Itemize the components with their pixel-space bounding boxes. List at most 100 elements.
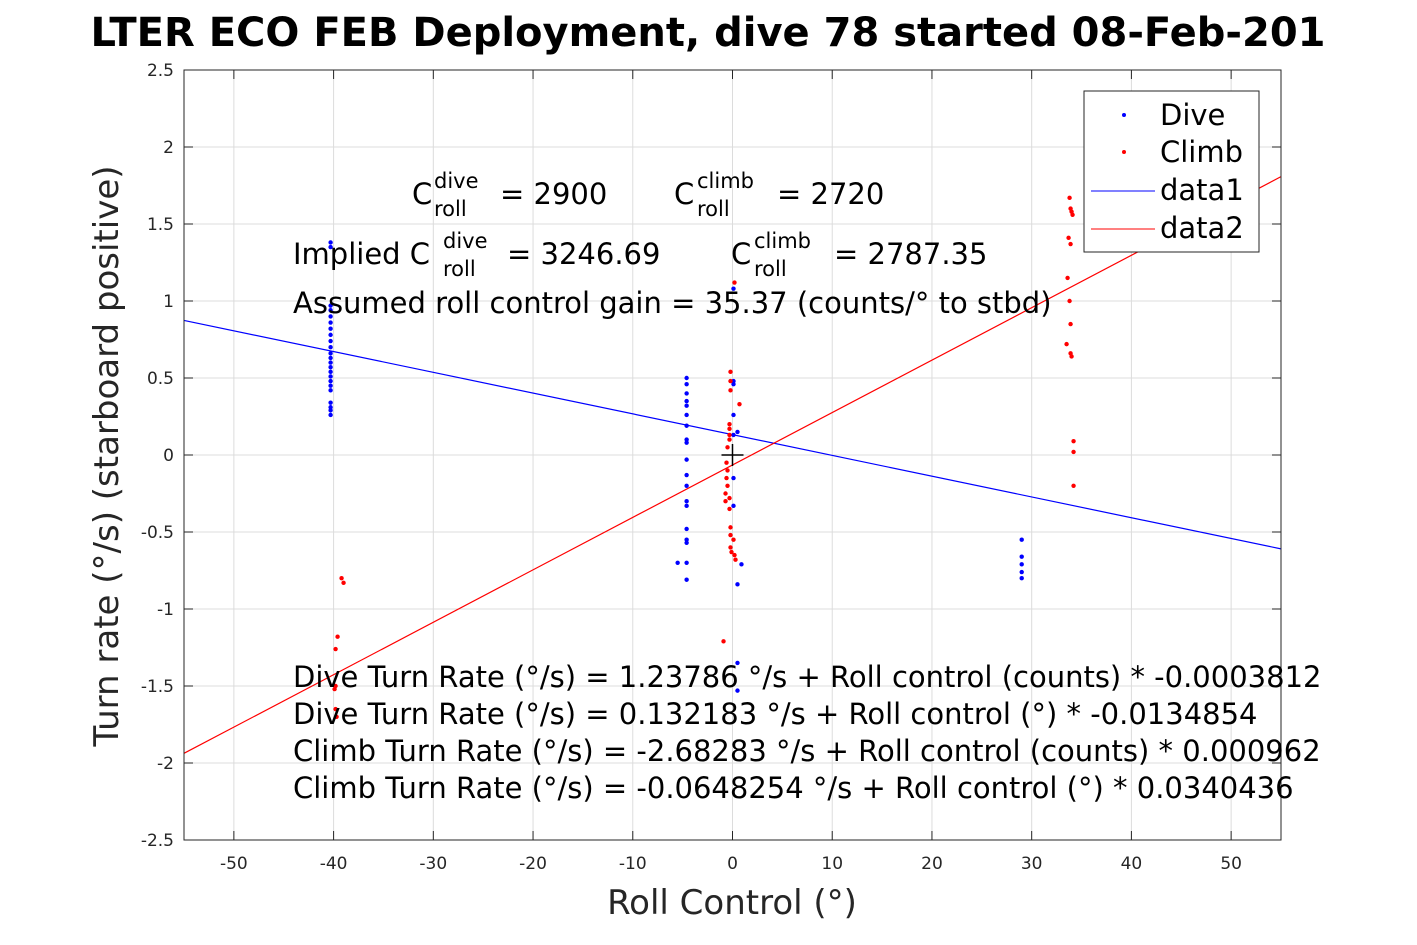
point-dive	[328, 383, 333, 388]
point-dive	[1019, 554, 1024, 559]
point-dive	[684, 472, 689, 478]
legend: Dive Climb data1 data2	[1083, 90, 1260, 253]
equations: Dive Turn Rate (°/s) = 1.23786 °/s + Rol…	[293, 660, 1321, 805]
point-dive	[731, 412, 736, 418]
point-climb	[1071, 438, 1076, 444]
point-climb	[1066, 235, 1071, 241]
point-dive	[731, 432, 736, 438]
x-tick-label: 20	[921, 854, 943, 874]
point-climb	[1069, 354, 1074, 359]
x-tick-label: 40	[1121, 854, 1143, 874]
implied-climb-sub: roll	[754, 257, 787, 281]
point-climb	[721, 639, 726, 644]
point-dive	[731, 503, 736, 509]
point-dive	[684, 403, 689, 408]
point-climb	[737, 401, 742, 407]
point-climb	[1070, 212, 1075, 217]
point-climb	[728, 378, 733, 384]
point-dive	[328, 351, 333, 356]
point-climb	[732, 280, 737, 285]
point-dive	[328, 378, 333, 384]
point-dive	[684, 483, 689, 488]
point-dive	[1019, 562, 1024, 567]
point-climb	[724, 460, 729, 465]
point-dive	[684, 398, 689, 404]
point-dive	[328, 408, 333, 413]
implied-climb-sup: climb	[754, 229, 811, 253]
point-dive	[328, 365, 333, 370]
point-dive	[328, 388, 333, 393]
axis-ticks: -50 -40 -30 -20 -10 0 10 20 30 40 50-2.5-2-1.5-1-0…	[141, 61, 1281, 874]
equation-line: Climb Turn Rate (°/s) = -2.68283 °/s + R…	[293, 734, 1321, 768]
x-tick-label: -40	[320, 854, 348, 874]
legend-data2-label: data2	[1160, 211, 1244, 245]
y-tick-label: -2.5	[141, 831, 174, 851]
point-climb	[727, 495, 732, 501]
equation-line: Dive Turn Rate (°/s) = 1.23786 °/s + Rol…	[293, 660, 1321, 694]
y-tick-label: 1	[163, 292, 174, 312]
point-climb	[1067, 298, 1072, 304]
point-dive	[684, 423, 689, 428]
point-dive	[731, 475, 736, 481]
point-climb	[727, 422, 732, 427]
point-dive	[684, 540, 689, 545]
point-dive	[684, 577, 689, 582]
c-roll-annotation: C dive roll = 2900 C climb roll = 2720	[412, 169, 884, 221]
point-dive	[735, 660, 740, 666]
point-climb	[333, 646, 338, 652]
point-dive	[328, 345, 333, 350]
point-dive	[328, 338, 333, 344]
y-tick-label: 1.5	[147, 215, 174, 235]
scatter-points	[328, 195, 1076, 719]
c-roll-climb-sub: roll	[697, 197, 730, 221]
point-dive	[731, 381, 736, 387]
y-tick-label: 2	[163, 138, 174, 158]
point-dive	[328, 412, 333, 418]
legend-dive-label: Dive	[1160, 98, 1225, 132]
point-climb	[727, 426, 732, 432]
c-roll-dive-sup: dive	[434, 169, 479, 193]
point-dive	[328, 326, 333, 331]
point-climb	[728, 532, 733, 538]
x-axis-label: Roll Control (°)	[607, 883, 857, 923]
point-climb	[728, 525, 733, 530]
point-climb	[725, 445, 730, 450]
point-dive	[684, 412, 689, 418]
point-dive	[675, 560, 680, 565]
point-dive	[735, 582, 740, 587]
point-climb	[728, 369, 733, 375]
point-dive	[328, 303, 333, 308]
c-roll-dive-sub: roll	[434, 197, 467, 221]
point-climb	[1065, 275, 1070, 281]
point-dive	[731, 286, 736, 291]
y-tick-label: 0.5	[147, 369, 174, 389]
point-climb	[339, 576, 344, 581]
point-dive	[684, 391, 689, 396]
legend-climb-swatch	[1122, 150, 1126, 154]
point-climb	[732, 552, 737, 558]
point-climb	[723, 491, 728, 496]
point-dive	[684, 437, 689, 442]
legend-dive-swatch	[1122, 113, 1126, 117]
point-dive	[684, 537, 689, 542]
y-tick-label: -1.5	[141, 677, 174, 697]
point-dive	[684, 560, 689, 565]
x-tick-label: 0	[727, 854, 738, 874]
point-climb	[727, 432, 732, 438]
equation-line: Climb Turn Rate (°/s) = -0.0648254 °/s +…	[293, 771, 1294, 805]
implied-dive-sub: roll	[443, 257, 476, 281]
point-dive	[328, 308, 333, 313]
c-roll-climb-c: C	[674, 177, 694, 211]
point-dive	[328, 332, 333, 338]
implied-dive-sup: dive	[443, 229, 488, 253]
point-dive	[328, 400, 333, 405]
c-roll-dive-c: C	[412, 177, 432, 211]
point-climb	[729, 549, 734, 555]
point-dive	[684, 381, 689, 387]
point-dive	[739, 562, 744, 567]
implied-dive-prefix: Implied C	[293, 237, 430, 271]
point-dive	[328, 355, 333, 361]
point-dive	[1019, 537, 1024, 542]
x-tick-label: -50	[220, 854, 248, 874]
